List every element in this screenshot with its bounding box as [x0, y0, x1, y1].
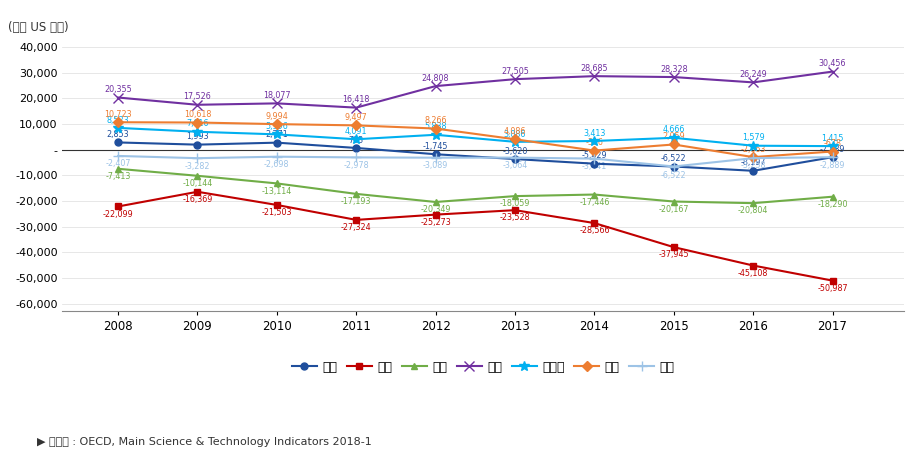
Text: 17,526: 17,526	[184, 92, 211, 101]
Text: 10,723: 10,723	[104, 110, 131, 119]
Text: -25,273: -25,273	[420, 218, 451, 227]
Text: -2,863: -2,863	[741, 145, 766, 154]
Text: -18,290: -18,290	[817, 200, 848, 209]
Text: 20,355: 20,355	[104, 85, 132, 94]
Text: -5,429: -5,429	[582, 151, 607, 160]
Text: 30,456: 30,456	[819, 59, 846, 68]
Text: 9,994: 9,994	[266, 112, 289, 121]
Text: -2,698: -2,698	[264, 160, 289, 169]
Text: 4,086: 4,086	[504, 127, 527, 136]
Text: -2,889: -2,889	[820, 145, 845, 154]
Text: 1,993: 1,993	[187, 132, 209, 141]
Text: -50,987: -50,987	[817, 284, 848, 293]
Text: 9,497: 9,497	[345, 113, 368, 122]
Text: 5,996: 5,996	[266, 122, 289, 131]
Text: -10,144: -10,144	[182, 179, 212, 188]
Text: -8,197: -8,197	[741, 158, 766, 167]
Text: 2,853: 2,853	[107, 130, 130, 139]
Text: 10,618: 10,618	[184, 110, 211, 119]
Text: -3,258: -3,258	[741, 162, 766, 171]
Text: -45,108: -45,108	[738, 269, 768, 278]
Text: 8,523: 8,523	[107, 115, 130, 124]
Text: -6,522: -6,522	[661, 171, 686, 180]
Text: -1,745: -1,745	[423, 142, 448, 151]
Text: 26,249: 26,249	[739, 70, 767, 79]
Text: -2,978: -2,978	[344, 161, 369, 170]
Text: -2,407: -2,407	[106, 159, 130, 168]
Legend: 한국, 미국, 일본, 독일, 프랑스, 영국, 중국: 한국, 미국, 일본, 독일, 프랑스, 영국, 중국	[287, 356, 679, 379]
Text: -3,089: -3,089	[423, 161, 448, 170]
Text: 5,838: 5,838	[425, 123, 447, 132]
Text: -16,369: -16,369	[182, 195, 212, 204]
Text: 16,418: 16,418	[343, 95, 370, 104]
Text: -20,349: -20,349	[420, 205, 451, 214]
Text: 1,579: 1,579	[742, 133, 765, 142]
Text: -3,282: -3,282	[185, 162, 210, 171]
Text: -2,889: -2,889	[820, 160, 845, 170]
Text: -20,804: -20,804	[738, 207, 768, 216]
Text: -20,167: -20,167	[659, 205, 689, 214]
Text: 2,771: 2,771	[266, 130, 289, 139]
Text: ▶ 자료원 : OECD, Main Science & Technology Indicators 2018-1: ▶ 자료원 : OECD, Main Science & Technology …	[37, 437, 371, 447]
Text: -27,324: -27,324	[341, 223, 371, 232]
Text: -21,503: -21,503	[262, 208, 292, 217]
Text: 4,091: 4,091	[345, 127, 368, 136]
Text: 703: 703	[348, 136, 364, 145]
Text: -3,620: -3,620	[503, 147, 528, 156]
Text: -23,528: -23,528	[500, 213, 530, 223]
Text: -22,099: -22,099	[103, 210, 133, 219]
Text: 8,266: 8,266	[425, 116, 447, 125]
Text: 28,685: 28,685	[581, 64, 608, 73]
Text: -28,566: -28,566	[579, 226, 609, 235]
Text: -7,413: -7,413	[106, 172, 130, 181]
Text: -3,441: -3,441	[582, 162, 607, 171]
Text: 1,415: 1,415	[822, 134, 844, 143]
Text: -6,522: -6,522	[661, 154, 686, 163]
Text: 4,666: 4,666	[663, 125, 685, 134]
Text: 27,505: 27,505	[501, 67, 529, 76]
Text: 7,016: 7,016	[187, 119, 209, 128]
Text: -316: -316	[585, 138, 604, 147]
Text: 2,059: 2,059	[663, 132, 686, 141]
Text: (백만 US 달러): (백만 US 달러)	[7, 21, 68, 34]
Text: -17,446: -17,446	[579, 198, 609, 207]
Text: -37,945: -37,945	[658, 251, 689, 260]
Text: -678: -678	[823, 139, 842, 148]
Text: -13,114: -13,114	[262, 187, 292, 196]
Text: 3,086: 3,086	[504, 129, 527, 138]
Text: -18,059: -18,059	[500, 199, 530, 208]
Text: 24,808: 24,808	[422, 74, 449, 83]
Text: -3,064: -3,064	[503, 161, 528, 170]
Text: -17,193: -17,193	[341, 197, 371, 206]
Text: 28,328: 28,328	[660, 65, 687, 74]
Text: 3,413: 3,413	[584, 129, 606, 138]
Text: 18,077: 18,077	[263, 91, 290, 100]
